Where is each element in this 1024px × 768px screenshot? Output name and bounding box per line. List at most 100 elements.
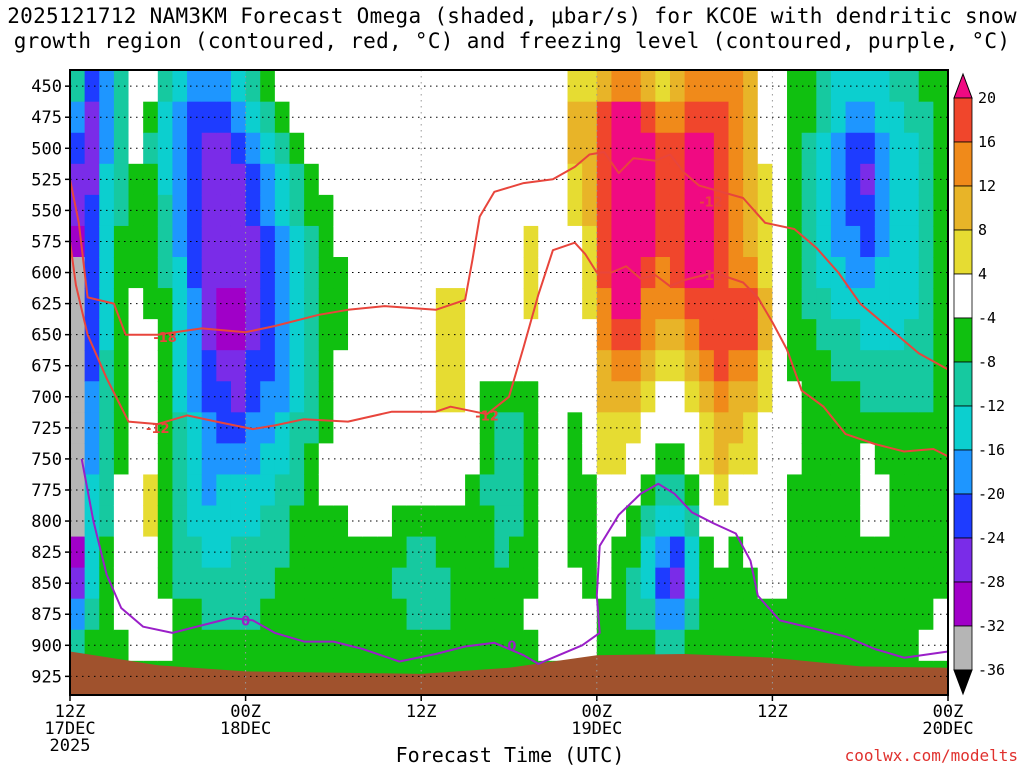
omega-cell <box>655 629 671 662</box>
omega-cell <box>523 288 539 320</box>
omega-cell <box>684 567 700 600</box>
omega-cell <box>113 350 130 382</box>
omega-cell <box>260 412 276 444</box>
colorbar-label: -32 <box>978 617 1005 635</box>
omega-cell <box>684 381 700 413</box>
omega-cell <box>157 567 174 600</box>
axes-layer: 450 475 500 525 550 575 600 625 650 675 700 725 750 7… <box>31 69 974 756</box>
omega-cell <box>304 567 320 600</box>
omega-cell <box>538 101 554 134</box>
omega-cell <box>874 505 891 538</box>
y-tick-label: 850 <box>31 574 62 594</box>
omega-cell <box>509 319 525 351</box>
omega-cell <box>669 412 686 444</box>
omega-cell <box>787 443 803 476</box>
omega-cell <box>640 101 656 134</box>
omega-cell <box>377 598 393 631</box>
omega-cell <box>143 629 159 662</box>
omega-cell <box>377 412 393 444</box>
source-credit[interactable]: coolwx.com/modelts <box>844 746 1018 765</box>
omega-cell <box>918 101 934 134</box>
omega-cell <box>274 505 291 538</box>
omega-cell <box>113 132 130 165</box>
omega-cell <box>713 443 730 476</box>
omega-cell <box>391 629 408 662</box>
y-tick-label: 825 <box>31 543 62 563</box>
omega-cell <box>816 163 832 196</box>
omega-cell <box>816 567 832 600</box>
omega-cell <box>421 412 437 444</box>
omega-cell <box>245 70 261 103</box>
omega-cell <box>538 70 554 103</box>
omega-cell <box>216 288 232 320</box>
omega-cell <box>655 412 671 444</box>
omega-cell <box>260 443 276 476</box>
omega-cell <box>787 257 803 289</box>
y-tick-label: 800 <box>31 512 62 532</box>
omega-cell <box>70 319 86 351</box>
omega-cell <box>377 70 393 103</box>
omega-cell <box>684 598 700 631</box>
omega-cell <box>157 163 174 196</box>
omega-cell <box>421 443 437 476</box>
omega-cell <box>816 536 832 569</box>
omega-cell <box>640 163 656 196</box>
omega-cell <box>787 381 803 413</box>
omega-cell <box>260 505 276 538</box>
terrain-surface <box>70 651 948 695</box>
omega-cell <box>406 474 422 507</box>
omega-cell <box>655 350 671 382</box>
omega-cell <box>187 70 203 103</box>
omega-cell <box>787 288 803 320</box>
omega-cell <box>289 101 305 134</box>
omega-cell <box>582 319 598 351</box>
colorbar-swatch <box>953 97 973 143</box>
omega-cell <box>260 350 276 382</box>
omega-cell <box>523 567 539 600</box>
omega-cell <box>245 629 261 662</box>
omega-cell <box>406 412 422 444</box>
colorbar-bottom-arrow <box>953 669 973 696</box>
omega-cell <box>157 350 174 382</box>
omega-cell <box>377 567 393 600</box>
omega-cell <box>479 163 495 196</box>
omega-cell <box>552 70 569 103</box>
omega-cell <box>494 598 510 631</box>
omega-cell <box>421 350 437 382</box>
omega-cell <box>918 567 934 600</box>
omega-cell <box>904 132 920 165</box>
omega-cell <box>816 474 832 507</box>
omega-cell <box>874 350 891 382</box>
omega-cell <box>918 163 934 196</box>
omega-cell <box>450 505 466 538</box>
omega-cell <box>245 505 261 538</box>
omega-cell <box>552 536 569 569</box>
omega-cell <box>845 101 861 134</box>
omega-cell <box>684 225 700 258</box>
omega-cell <box>889 381 905 413</box>
colorbar-swatch <box>953 229 973 275</box>
omega-cell <box>157 225 174 258</box>
omega-cell <box>318 132 334 165</box>
omega-cell <box>538 350 554 382</box>
omega-cell <box>450 70 466 103</box>
omega-cell <box>143 70 159 103</box>
omega-cell <box>391 257 408 289</box>
omega-cell <box>245 225 261 258</box>
colorbar-swatch <box>953 317 973 363</box>
omega-cell <box>479 412 495 444</box>
omega-cell <box>260 257 276 289</box>
omega-cell <box>611 70 627 103</box>
omega-cell <box>787 194 803 227</box>
omega-cell <box>538 505 554 538</box>
omega-cell <box>552 567 569 600</box>
omega-cell <box>509 288 525 320</box>
omega-cell <box>391 350 408 382</box>
omega-cell <box>889 567 905 600</box>
omega-cell <box>918 474 934 507</box>
omega-cell <box>889 288 905 320</box>
omega-cell <box>538 412 554 444</box>
omega-cell <box>860 567 876 600</box>
omega-cell <box>860 101 876 134</box>
omega-cell <box>509 474 525 507</box>
